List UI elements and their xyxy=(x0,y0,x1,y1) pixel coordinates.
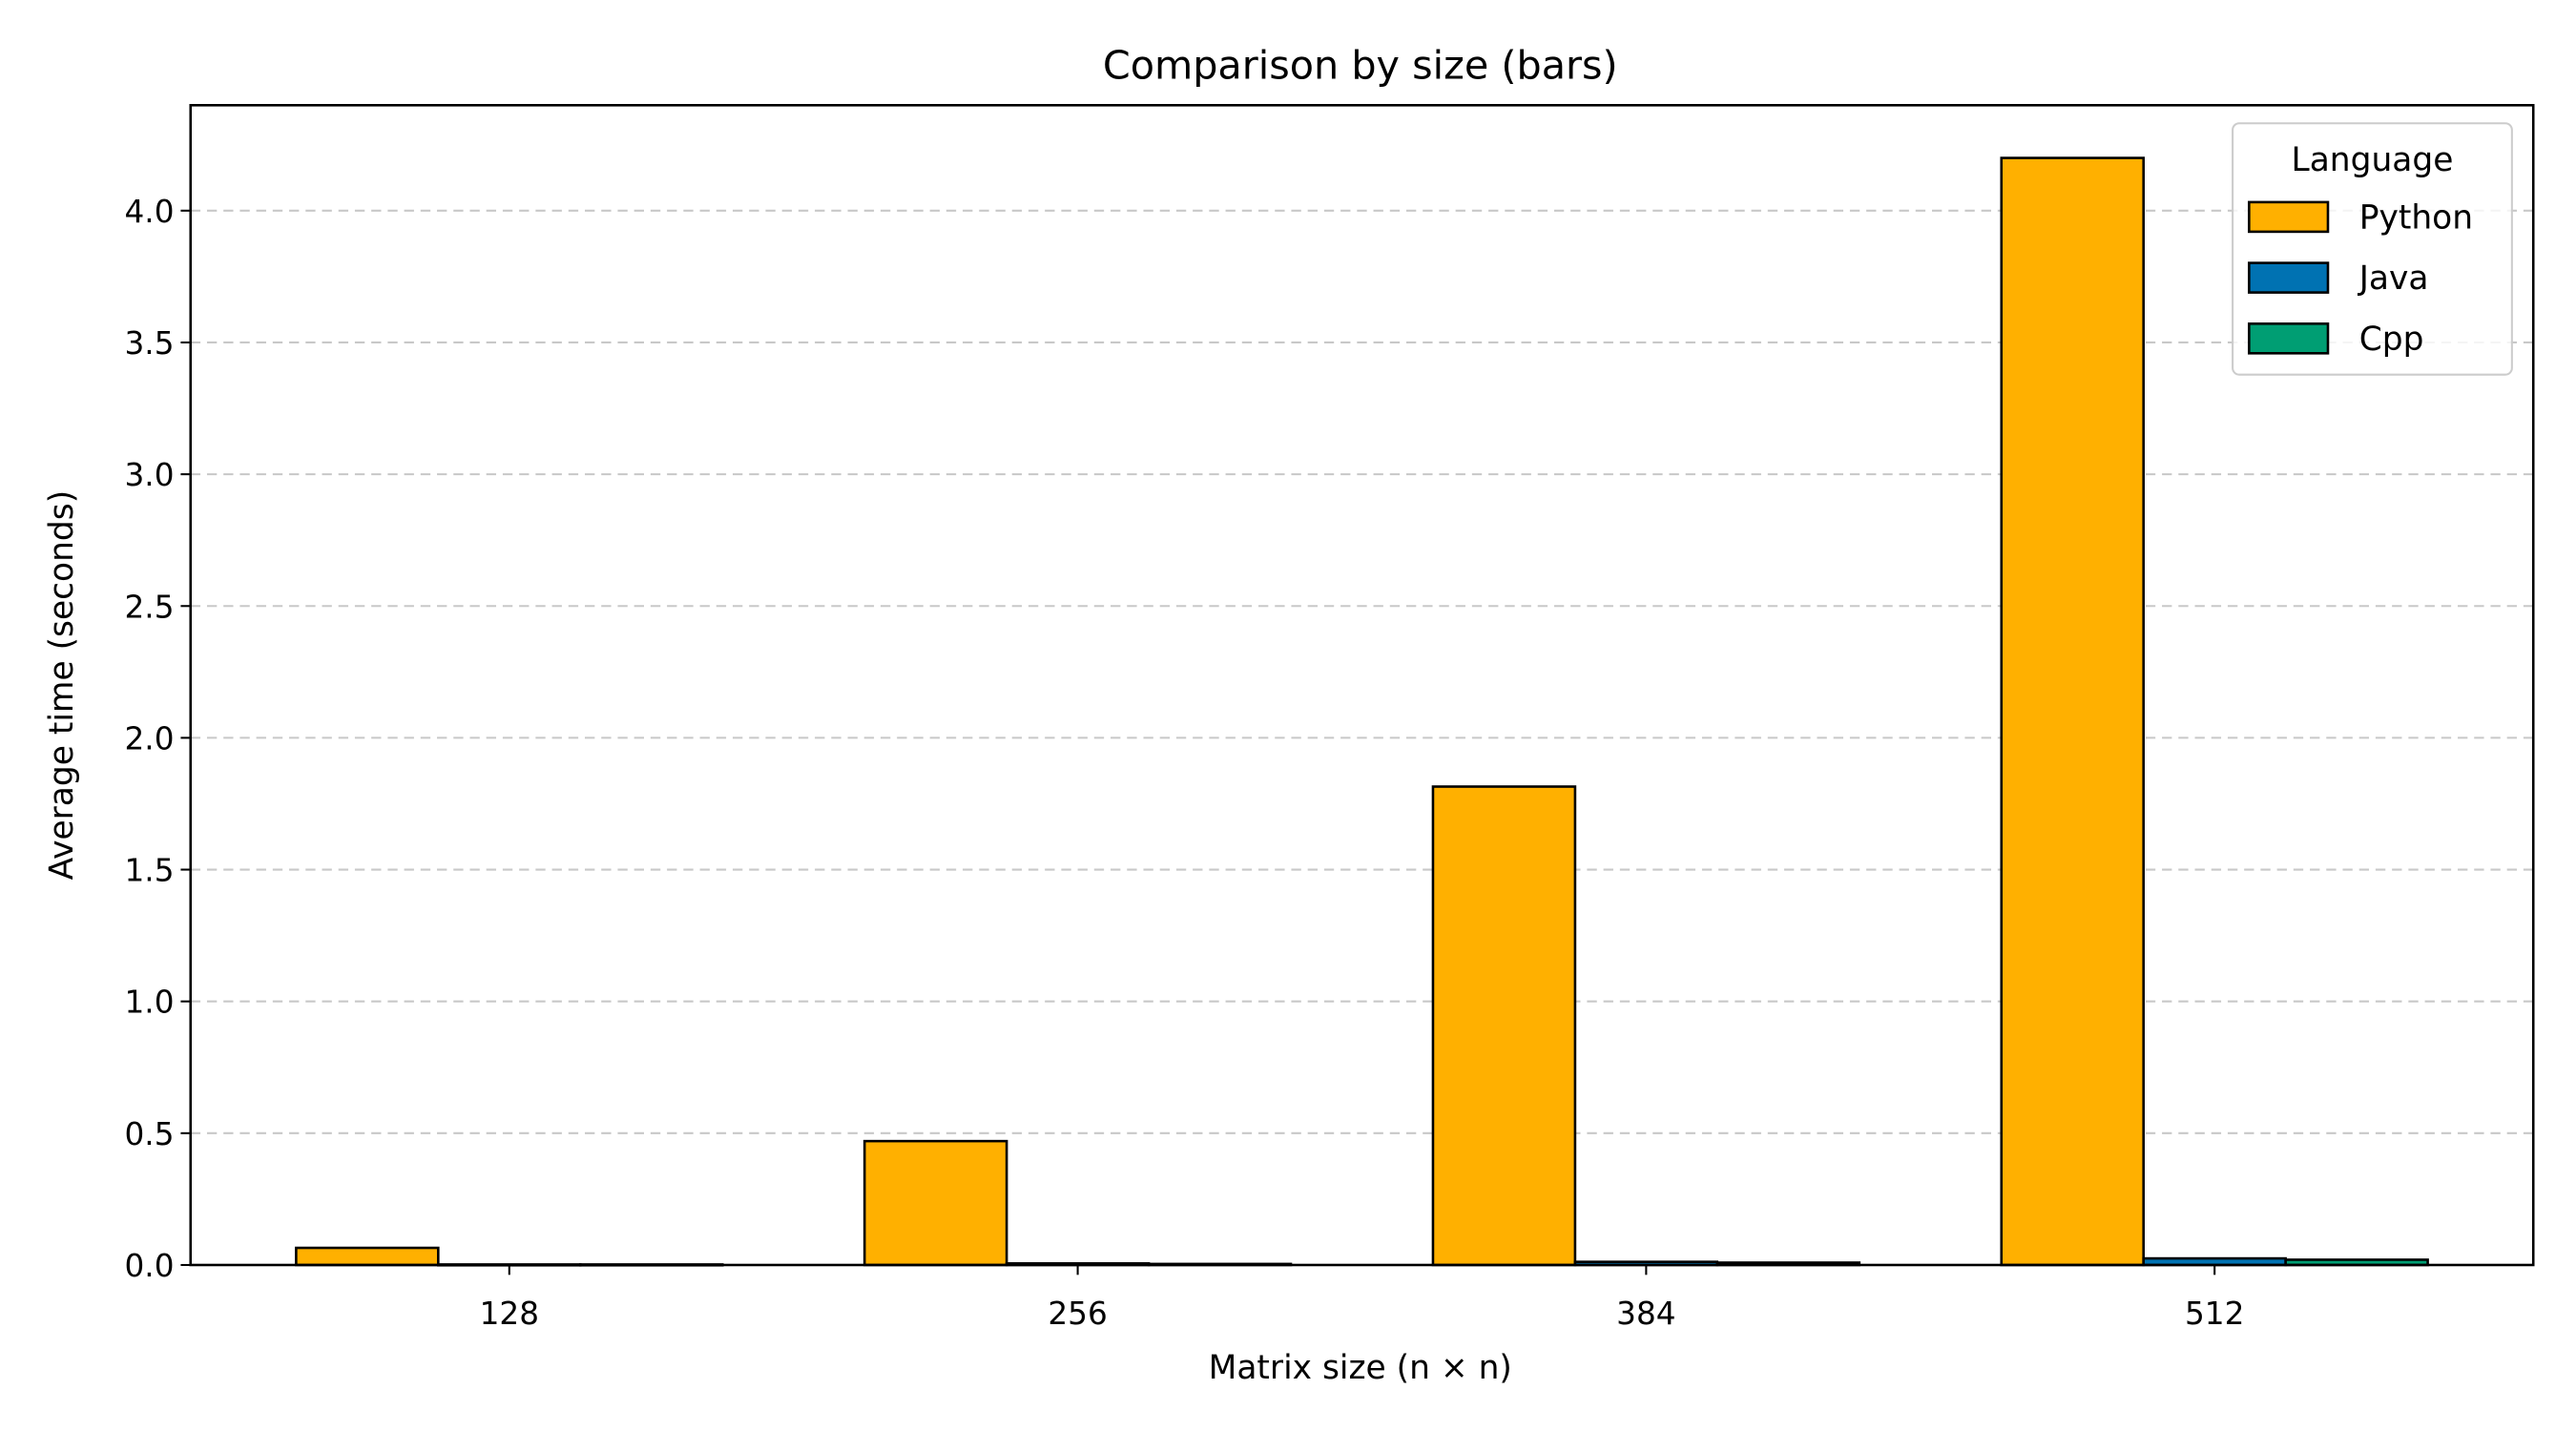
legend-label-cpp: Cpp xyxy=(2359,321,2424,359)
gridlines xyxy=(190,209,2534,1134)
legend-label-java: Java xyxy=(2358,259,2429,298)
y-tick-label: 1.0 xyxy=(125,985,175,1021)
x-tick-label: 128 xyxy=(480,1296,539,1332)
y-tick-label: 2.5 xyxy=(125,589,175,625)
x-axis-label: Matrix size (n × n) xyxy=(1209,1349,1512,1387)
legend-swatch-java xyxy=(2248,261,2330,294)
chart-title: Comparison by size (bars) xyxy=(1103,43,1618,89)
legend-items: Python Java Cpp xyxy=(2248,198,2473,359)
legend-swatch-cpp xyxy=(2248,322,2330,355)
bars xyxy=(295,156,2429,1267)
y-tick-label: 0.5 xyxy=(125,1116,175,1152)
bar-python-384 xyxy=(1431,785,1577,1267)
x-tick-label: 384 xyxy=(1616,1296,1675,1332)
y-axis-label: Average time (seconds) xyxy=(43,490,81,881)
x-tick-label: 256 xyxy=(1048,1296,1107,1332)
y-tick-label: 3.0 xyxy=(125,457,175,493)
y-tick-label: 2.0 xyxy=(125,720,175,757)
legend-box xyxy=(2232,122,2513,376)
x-tick-label: 512 xyxy=(2185,1296,2244,1332)
y-tick-label: 4.0 xyxy=(125,194,175,230)
y-tick-label: 3.5 xyxy=(125,325,175,362)
bar-python-512 xyxy=(2000,156,2145,1267)
legend: Language Python Java Cpp xyxy=(2232,122,2513,376)
legend-title: Language xyxy=(2292,141,2454,179)
bar-python-256 xyxy=(862,1139,1008,1267)
y-tick-label: 0.0 xyxy=(125,1248,175,1284)
x-axis: 128 256 384 512 xyxy=(480,1264,2244,1332)
y-axis: 0.0 0.5 1.0 1.5 2.0 2.5 3.0 3.5 4.0 xyxy=(125,194,191,1284)
legend-swatch-python xyxy=(2248,200,2330,234)
y-tick-label: 1.5 xyxy=(125,853,175,889)
plot-frame xyxy=(189,104,2535,1267)
legend-label-python: Python xyxy=(2359,198,2473,237)
bar-python-128 xyxy=(295,1246,440,1267)
